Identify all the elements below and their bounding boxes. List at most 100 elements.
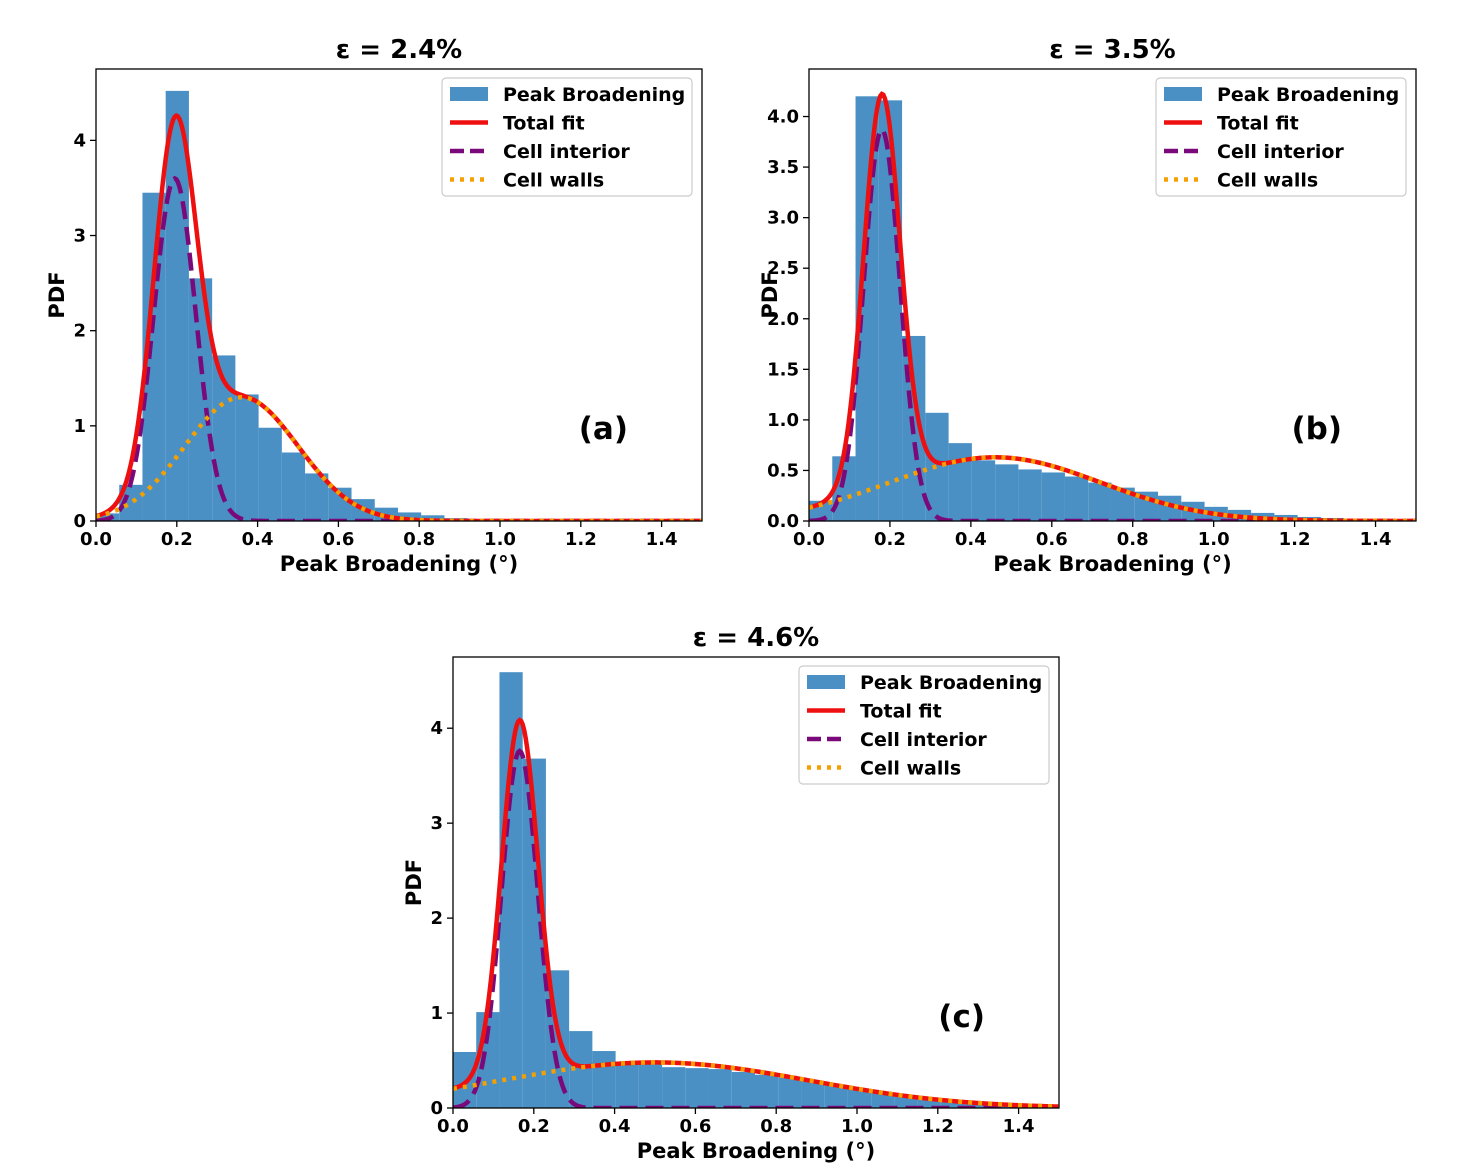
fit-curves [453,717,1059,1108]
x-tick-label: 1.0 [841,1116,873,1137]
y-axis-label: PDF [45,271,69,318]
histogram-bar [522,758,546,1108]
histogram-bar [1018,469,1042,521]
axes-frame [95,68,703,522]
legend-entry-label: Cell interior [503,141,630,163]
x-tick-label: 0.0 [793,529,825,550]
histogram-bar [971,460,996,521]
fit-curves [96,113,702,521]
panel-label: (c) [938,999,985,1035]
x-tick-label: 0.6 [1036,529,1068,550]
legend: Peak Broadening Total fit Cell interior Cel… [798,665,1050,785]
total-fit-curve [96,113,702,521]
x-tick-label: 0.4 [242,529,274,550]
y-tick-label: 4 [73,130,86,151]
legend-entry-label: Peak Broadening [503,84,685,106]
histogram-bar [165,90,189,521]
y-tick-label: 1 [430,1003,443,1024]
chart-title: ε = 2.4% [336,35,462,65]
subplot-a: 0.0 0.2 0.4 0.6 0.8 1.0 1.2 1.4 0 1 2 3 4 ε = 2.4% Pea… [45,35,703,576]
cell-walls-curve [453,1060,1059,1108]
histogram-bars [96,90,515,521]
x-tick-label: 0.4 [599,1116,631,1137]
histogram-bar [119,484,143,521]
histogram-bar [685,1068,709,1108]
legend-entry-label: Cell interior [1217,141,1344,163]
y-tick-label: 4.0 [767,107,799,128]
y-tick-label: 3.0 [767,208,799,229]
legend-entry-label: Cell walls [860,758,961,780]
histogram-bar [847,1089,872,1108]
cell-interior-curve [809,126,1416,521]
legend-entry-label: Cell interior [860,729,987,751]
y-tick-label: 3 [430,813,443,834]
axes-frame [808,68,1417,522]
x-tick-label: 0.0 [80,529,112,550]
x-tick-label: 1.2 [922,1116,954,1137]
x-tick-label: 1.4 [1360,529,1392,550]
histogram-bar [397,512,422,521]
y-tick-label: 1.5 [767,359,799,380]
chart-title: ε = 4.6% [693,623,819,653]
y-tick-label: 2 [430,908,443,929]
histogram-bar [305,473,329,521]
x-tick-label: 0.8 [1117,529,1149,550]
histogram-bar [638,1064,663,1108]
y-axis-label: PDF [758,271,782,318]
legend-histogram-swatch [1164,87,1202,101]
x-tick-label: 0.4 [955,529,987,550]
y-tick-label: 0.0 [767,511,799,532]
histogram-bar [592,1051,616,1108]
x-tick-label: 0.8 [760,1116,792,1137]
y-tick-label: 1 [73,416,86,437]
subplot-b: 0.0 0.2 0.4 0.6 0.8 1.0 1.2 1.4 0.0 0.5 1.0 1.5 2.0 2… [758,35,1417,576]
histogram-bar [1064,476,1089,521]
x-tick-label: 1.4 [1003,1116,1035,1137]
x-axis-label: Peak Broadening (°) [280,552,518,576]
subplot-c: 0.0 0.2 0.4 0.6 0.8 1.0 1.2 1.4 0 1 2 3 4 ε = 4.6% Pea… [402,623,1060,1163]
chart-title: ε = 3.5% [1049,35,1175,65]
legend-histogram-swatch [807,675,845,689]
y-tick-label: 2.0 [767,309,799,330]
histogram-bar [940,1102,965,1108]
histogram-bar [708,1069,732,1108]
histogram-bar [871,1092,895,1108]
histogram-bar [662,1067,686,1108]
histogram-bar [754,1074,779,1108]
x-tick-label: 1.4 [646,529,678,550]
histogram-bar [855,96,879,521]
x-tick-label: 0.6 [679,1116,711,1137]
y-tick-label: 4 [430,718,443,739]
legend-entry-label: Peak Broadening [860,672,1042,694]
histogram-bar [1111,487,1135,521]
histogram-bar [188,278,213,521]
legend-box [798,665,1050,785]
legend-box [441,77,693,197]
x-tick-label: 0.0 [437,1116,469,1137]
y-tick-label: 0 [430,1098,443,1119]
y-axis-label: PDF [402,859,426,906]
histogram-bar [235,394,259,521]
histogram-bar [894,1096,918,1108]
histogram-bar [801,1081,825,1108]
legend: Peak Broadening Total fit Cell interior Cel… [1155,77,1407,197]
x-tick-label: 1.0 [484,529,516,550]
histogram-bar [964,1104,988,1108]
legend-entry-label: Total fit [860,701,942,723]
legend: Peak Broadening Total fit Cell interior Cel… [441,77,693,197]
x-tick-label: 0.2 [874,529,906,550]
histogram-bar [212,355,236,521]
histogram-bar [1088,482,1112,521]
x-tick-label: 0.2 [161,529,193,550]
histogram-bar [824,1085,848,1108]
y-tick-label: 3.5 [767,157,799,178]
histogram-bar [615,1061,639,1108]
histogram-bar [948,443,972,521]
histogram-bar [778,1077,802,1108]
legend-histogram-swatch [450,87,488,101]
x-axis-label: Peak Broadening (°) [637,1139,875,1163]
histogram-bar [258,427,282,521]
x-tick-label: 0.2 [518,1116,550,1137]
x-tick-label: 1.0 [1198,529,1230,550]
